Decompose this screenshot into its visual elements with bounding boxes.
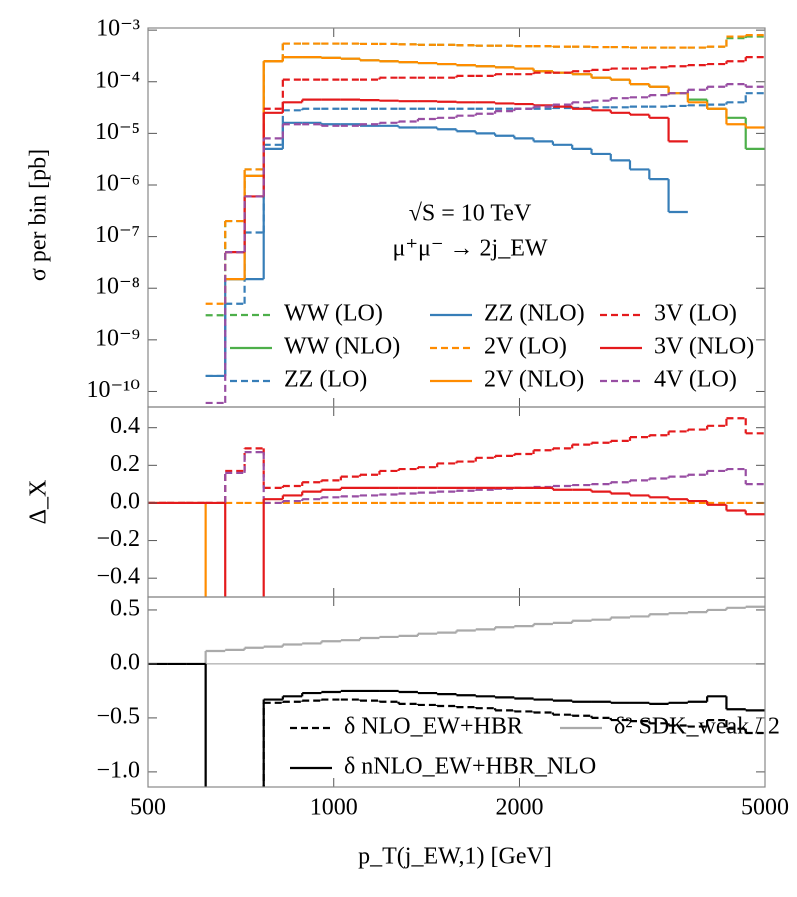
y-tick-label: −0.5 xyxy=(96,703,140,729)
y-tick-label: 10⁻⁴ xyxy=(95,67,140,93)
y-tick-label: 10⁻¹⁰ xyxy=(87,377,140,403)
y-tick-label: 0.2 xyxy=(110,451,140,477)
legend-label: 2V (LO) xyxy=(484,334,567,360)
legend-label: δ nNLO_EW+HBR_NLO xyxy=(344,754,596,780)
legend-label: WW (LO) xyxy=(284,301,383,327)
legend-label: WW (NLO) xyxy=(284,334,400,360)
y-tick-label: 0.5 xyxy=(110,595,140,621)
legend-label: ZZ (NLO) xyxy=(484,301,585,327)
y-tick-label: 10⁻⁸ xyxy=(95,274,140,300)
x-tick-label: 500 xyxy=(130,795,166,821)
y-tick-label: 10⁻⁷ xyxy=(95,222,140,248)
x-tick-label: 1000 xyxy=(310,795,358,821)
annotation: μ⁺μ⁻ → 2j_EW xyxy=(392,236,547,262)
y-tick-label: −1.0 xyxy=(96,757,140,783)
y-tick-label: 10⁻⁹ xyxy=(95,325,140,351)
legend-label: 4V (LO) xyxy=(654,367,737,393)
x-tick-label: 2000 xyxy=(495,795,543,821)
annotation: √S = 10 TeV xyxy=(409,201,532,227)
y-tick-label: −0.2 xyxy=(96,526,140,552)
plot-area xyxy=(205,34,765,405)
y-tick-label: 10⁻⁶ xyxy=(95,170,140,196)
plot-area xyxy=(148,605,765,787)
y-tick-label: 0.0 xyxy=(110,649,140,675)
y-tick-label: 10⁻³ xyxy=(96,16,140,42)
y-tick-label: 0.4 xyxy=(110,413,140,439)
y-axis-label: Δ_X xyxy=(26,480,52,525)
y-tick-label: −0.4 xyxy=(96,564,140,590)
legend-label: 2V (NLO) xyxy=(484,367,584,393)
y-tick-label: 10⁻⁵ xyxy=(95,119,140,145)
legend-label: δ² SDK_weak / 2 xyxy=(614,714,780,740)
legend-label: δ NLO_EW+HBR xyxy=(344,714,523,740)
panel-frame xyxy=(147,596,766,788)
x-tick-label: 5000 xyxy=(741,795,789,821)
legend-label: 3V (LO) xyxy=(654,301,737,327)
y-tick-label: 0.0 xyxy=(110,488,140,514)
y-axis-label: σ per bin [pb] xyxy=(26,149,52,281)
x-axis-label: p_T(j_EW,1) [GeV] xyxy=(358,844,552,870)
legend-label: ZZ (LO) xyxy=(284,367,367,393)
plot-area xyxy=(148,417,765,597)
legend-label: 3V (NLO) xyxy=(654,334,754,360)
